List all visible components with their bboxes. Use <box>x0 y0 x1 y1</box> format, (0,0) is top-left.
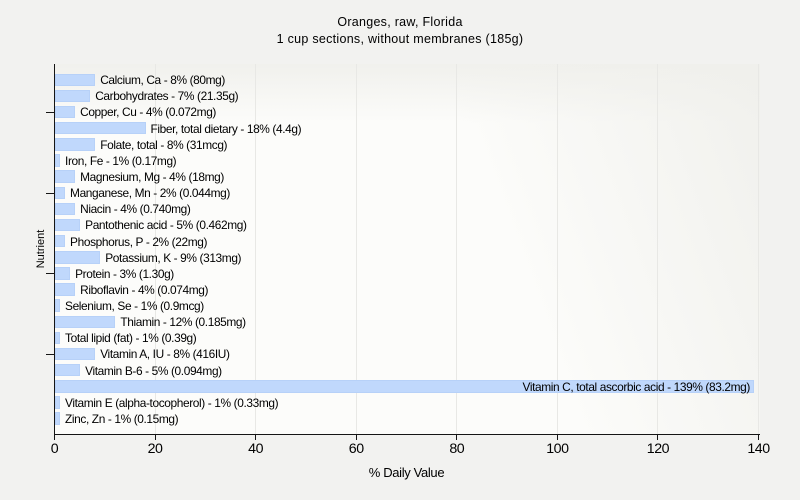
gridline-x-60 <box>355 64 357 434</box>
gridline-x-40 <box>255 64 257 434</box>
y-tick-row-13 <box>46 273 54 275</box>
bar-label-vitamin-c-total-ascorbic-acid: Vitamin C, total ascorbic acid - 139% (8… <box>522 379 750 394</box>
chart-title: Oranges, raw, Florida <box>337 15 463 29</box>
bar-label-manganese-mn: Manganese, Mn - 2% (0.044mg) <box>70 186 230 201</box>
bar-manganese-mn <box>55 186 66 199</box>
x-tick-label-120: 120 <box>646 441 670 457</box>
x-tick-120 <box>657 435 659 440</box>
bar-label-potassium-k: Potassium, K - 9% (313mg) <box>105 250 242 265</box>
bar-vitamin-e-alpha-tocopherol <box>55 396 61 409</box>
bar-label-total-lipid-fat: Total lipid (fat) - 1% (0.39g) <box>65 331 197 346</box>
x-tick-label-0: 0 <box>50 441 59 457</box>
bar-folate-total <box>55 138 96 151</box>
bar-total-lipid-fat <box>55 331 61 345</box>
bar-label-iron-fe: Iron, Fe - 1% (0.17mg) <box>65 153 177 168</box>
plot-area: Calcium, Ca - 8% (80mg) Carbohydrates - 7… <box>54 64 760 435</box>
bar-label-carbohydrates: Carbohydrates - 7% (21.35g) <box>95 89 239 104</box>
y-tick-row-8 <box>46 192 54 194</box>
bar-selenium-se <box>55 299 61 312</box>
bar-label-vitamin-e-alpha-tocopherol: Vitamin E (alpha-tocopherol) - 1% (0.33m… <box>65 395 279 410</box>
bar-label-selenium-se: Selenium, Se - 1% (0.9mcg) <box>65 299 204 314</box>
bar-vitamin-c-total-ascorbic-acid <box>55 380 754 393</box>
x-tick-label-40: 40 <box>248 441 264 457</box>
bar-label-vitamin-b-6: Vitamin B-6 - 5% (0.094mg) <box>85 363 222 378</box>
x-tick-20 <box>154 435 156 440</box>
x-tick-label-100: 100 <box>546 441 569 457</box>
x-tick-0 <box>54 435 55 440</box>
bar-zinc-zn <box>55 412 61 425</box>
bar-riboflavin <box>55 283 76 296</box>
bar-vitamin-a-iu <box>55 347 96 361</box>
chart-subtitle: 1 cup sections, without membranes (185g) <box>276 32 524 46</box>
bar-label-phosphorus-p: Phosphorus, P - 2% (22mg) <box>70 234 208 249</box>
bar-label-zinc-zn: Zinc, Zn - 1% (0.15mg) <box>65 411 179 426</box>
x-tick-label-80: 80 <box>449 441 465 457</box>
gridline-x-80 <box>456 64 458 434</box>
bar-label-riboflavin: Riboflavin - 4% (0.074mg) <box>80 282 209 297</box>
bar-phosphorus-p <box>55 234 66 248</box>
bar-fiber-total-dietary <box>55 121 146 135</box>
bar-label-niacin: Niacin - 4% (0.740mg) <box>80 202 191 217</box>
y-tick-row-18 <box>46 354 54 356</box>
x-tick-label-20: 20 <box>147 441 163 457</box>
gridline-x-100 <box>556 64 558 434</box>
bar-label-pantothenic-acid: Pantothenic acid - 5% (0.462mg) <box>85 218 247 233</box>
bar-label-calcium-ca: Calcium, Ca - 8% (80mg) <box>100 73 225 88</box>
bar-calcium-ca <box>55 73 96 87</box>
bar-label-copper-cu: Copper, Cu - 4% (0.072mg) <box>80 105 217 120</box>
bar-label-protein: Protein - 3% (1.30g) <box>75 266 174 281</box>
gridline-x-120 <box>657 64 659 434</box>
bar-label-thiamin: Thiamin - 12% (0.185mg) <box>120 315 246 330</box>
x-axis-title: % Daily Value <box>368 464 445 480</box>
x-tick-40 <box>255 435 257 440</box>
title-block: Oranges, raw, Florida 1 cup sections, wi… <box>0 14 800 48</box>
x-tick-140 <box>758 435 759 440</box>
bar-label-vitamin-a-iu: Vitamin A, IU - 8% (416IU) <box>100 347 230 362</box>
bar-thiamin <box>55 315 116 329</box>
x-tick-60 <box>355 435 357 440</box>
bar-pantothenic-acid <box>55 218 81 232</box>
bar-label-magnesium-mg: Magnesium, Mg - 4% (18mg) <box>80 169 224 184</box>
bar-iron-fe <box>55 154 61 167</box>
bar-protein <box>55 267 71 280</box>
gridline-x-20 <box>154 64 156 434</box>
bar-vitamin-b-6 <box>55 363 81 377</box>
bar-copper-cu <box>55 105 76 119</box>
x-tick-100 <box>556 435 558 440</box>
x-tick-label-140: 140 <box>747 441 770 457</box>
y-axis-title-text: Nutrient <box>35 229 47 268</box>
bar-magnesium-mg <box>55 170 76 183</box>
x-tick-label-60: 60 <box>348 441 364 457</box>
bar-niacin <box>55 202 76 216</box>
bar-label-folate-total: Folate, total - 8% (31mcg) <box>100 137 228 152</box>
gridline-x-140 <box>758 64 759 434</box>
x-tick-80 <box>456 435 458 440</box>
y-tick-row-3 <box>46 112 54 114</box>
bar-potassium-k <box>55 251 101 264</box>
bar-label-fiber-total-dietary: Fiber, total dietary - 18% (4.4g) <box>150 121 302 136</box>
bar-carbohydrates <box>55 89 91 103</box>
